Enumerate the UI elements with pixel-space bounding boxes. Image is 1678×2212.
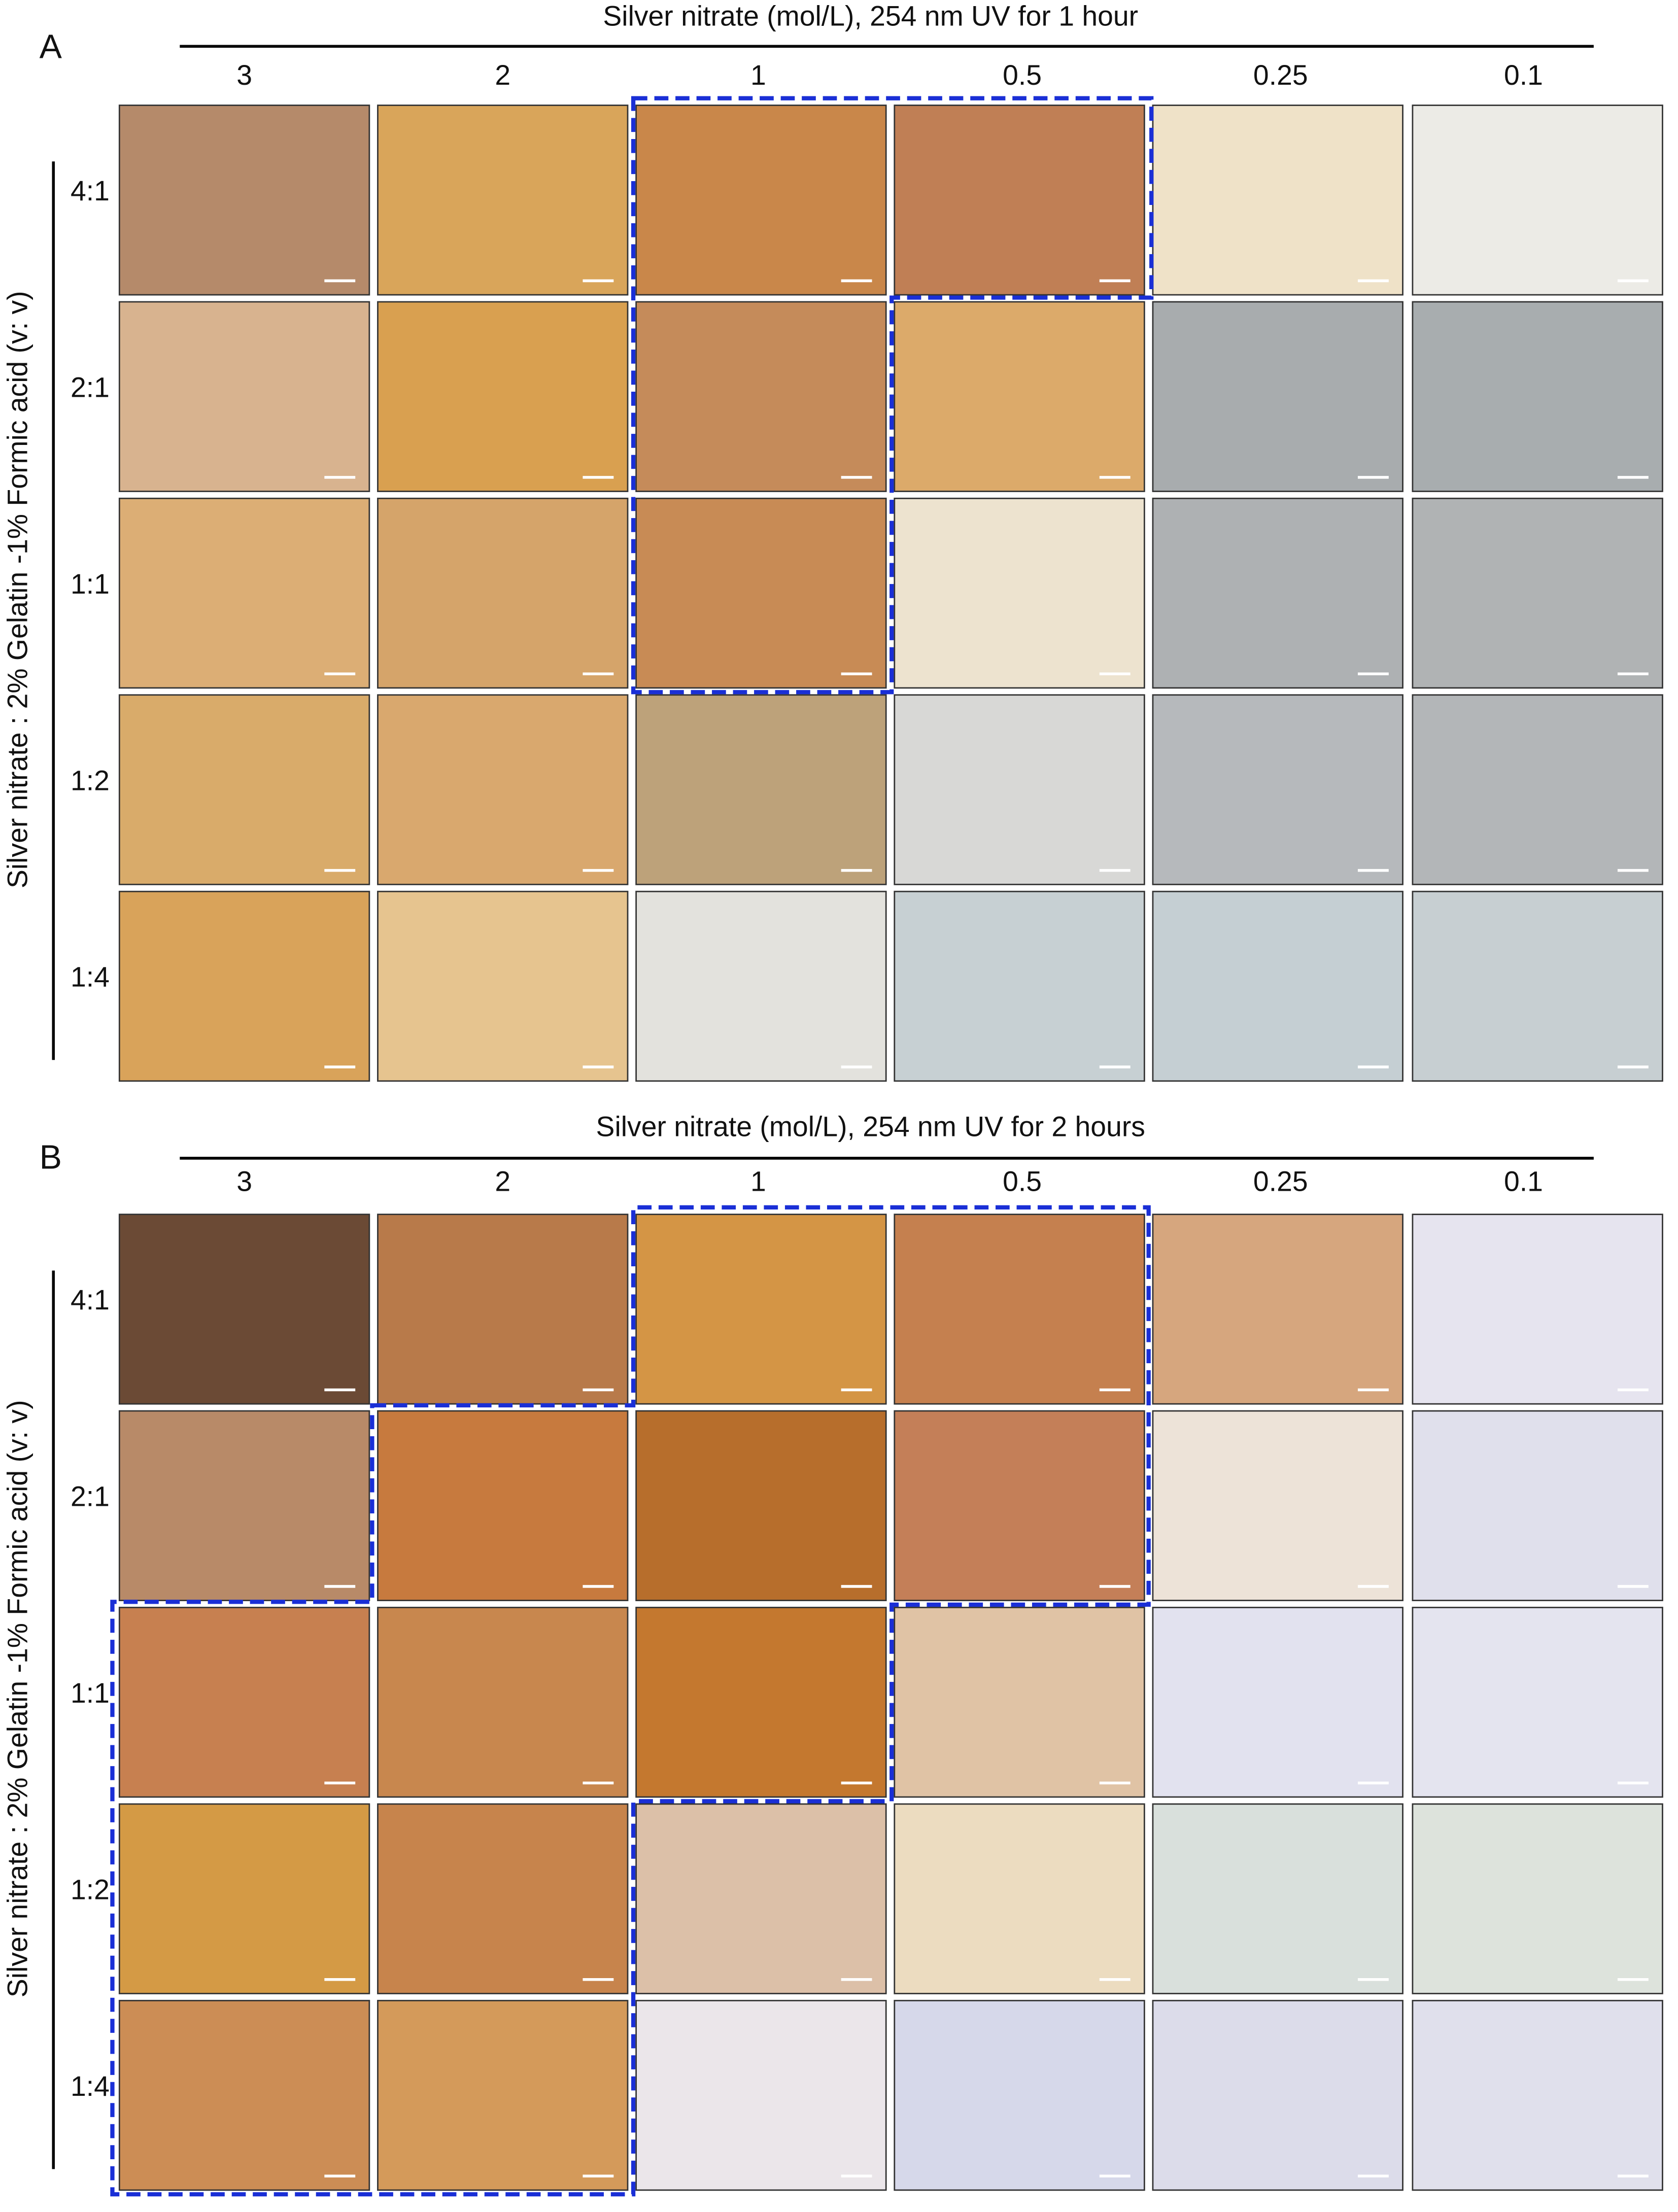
micrograph (635, 497, 887, 689)
micrograph (118, 301, 370, 492)
row-label: 1:1 (71, 1677, 110, 1709)
row-label: 2:1 (71, 1481, 110, 1512)
micrograph (118, 1410, 370, 1601)
column-label: 2 (495, 1165, 510, 1197)
row-axis-label: Silver nitrate : 2% Gelatin -1% Formic a… (2, 1400, 33, 1998)
micrograph (635, 890, 887, 1082)
highlight-outline (110, 1205, 1151, 2197)
row-label: 1:1 (71, 568, 110, 600)
column-label: 0.25 (1253, 1165, 1308, 1197)
micrograph (1152, 497, 1403, 689)
micrograph (635, 1803, 887, 1994)
column-label: 1 (750, 1165, 766, 1197)
column-label: 0.1 (1504, 1165, 1543, 1197)
micrograph (1412, 1803, 1663, 1994)
row-label: 1:2 (71, 765, 110, 796)
micrograph (1152, 1999, 1403, 2191)
column-label: 2 (495, 59, 510, 91)
micrograph (894, 1607, 1145, 1798)
row-axis-label: Silver nitrate : 2% Gelatin -1% Formic a… (2, 291, 33, 888)
micrograph (894, 497, 1145, 689)
micrograph (118, 497, 370, 689)
micrograph (635, 694, 887, 885)
micrograph (377, 497, 629, 689)
column-label: 3 (236, 59, 252, 91)
micrograph (894, 1999, 1145, 2191)
micrograph (377, 1803, 629, 1994)
micrograph (1412, 497, 1663, 689)
micrograph (377, 1999, 629, 2191)
micrograph (377, 1607, 629, 1798)
micrograph (118, 1214, 370, 1405)
row-label: 4:1 (71, 175, 110, 206)
micrograph (1412, 890, 1663, 1082)
micrograph (1152, 1410, 1403, 1601)
micrograph (118, 1999, 370, 2191)
micrograph (377, 890, 629, 1082)
row-label: 4:1 (71, 1284, 110, 1316)
row-label: 1:2 (71, 1874, 110, 1905)
micrograph (118, 1803, 370, 1994)
micrograph (1412, 301, 1663, 492)
row-label: 2:1 (71, 372, 110, 403)
micrograph (1412, 1999, 1663, 2191)
micrograph (635, 1410, 887, 1601)
micrograph (635, 105, 887, 296)
highlight-outline (631, 96, 1154, 695)
micrograph (1152, 105, 1403, 296)
micrograph (894, 105, 1145, 296)
row-label: 1:4 (71, 2070, 110, 2102)
column-label: 0.5 (1003, 1165, 1042, 1197)
micrograph (894, 1410, 1145, 1601)
micrograph (377, 694, 629, 885)
micrograph (635, 1214, 887, 1405)
micrograph (1152, 1214, 1403, 1405)
micrograph (1412, 105, 1663, 296)
micrograph (894, 1214, 1145, 1405)
micrograph (1152, 1607, 1403, 1798)
column-label: 0.1 (1504, 59, 1543, 91)
micrograph (1412, 1214, 1663, 1405)
row-label: 1:4 (71, 961, 110, 993)
micrograph (894, 694, 1145, 885)
micrograph (894, 890, 1145, 1082)
panel-label: A (40, 28, 62, 65)
panel-label: B (40, 1138, 62, 1176)
micrograph (1412, 1410, 1663, 1601)
micrograph (894, 301, 1145, 492)
micrograph (377, 301, 629, 492)
micrograph (118, 694, 370, 885)
micrograph (118, 890, 370, 1082)
micrograph (635, 1607, 887, 1798)
column-label: 0.5 (1003, 59, 1042, 91)
column-label: 1 (750, 59, 766, 91)
micrograph (1152, 890, 1403, 1082)
micrograph (635, 301, 887, 492)
micrograph (377, 1214, 629, 1405)
column-label: 0.25 (1253, 59, 1308, 91)
panel-title: Silver nitrate (mol/L), 254 nm UV for 1 … (603, 1, 1138, 32)
column-label: 3 (236, 1165, 252, 1197)
micrograph (894, 1803, 1145, 1994)
micrograph (1152, 301, 1403, 492)
micrograph (377, 1410, 629, 1601)
micrograph (1412, 1607, 1663, 1798)
panel-title: Silver nitrate (mol/L), 254 nm UV for 2 … (596, 1111, 1145, 1142)
micrograph (118, 1607, 370, 1798)
micrograph (1152, 694, 1403, 885)
micrograph (1412, 694, 1663, 885)
micrograph (377, 105, 629, 296)
micrograph (1152, 1803, 1403, 1994)
micrograph (118, 105, 370, 296)
micrograph (635, 1999, 887, 2191)
